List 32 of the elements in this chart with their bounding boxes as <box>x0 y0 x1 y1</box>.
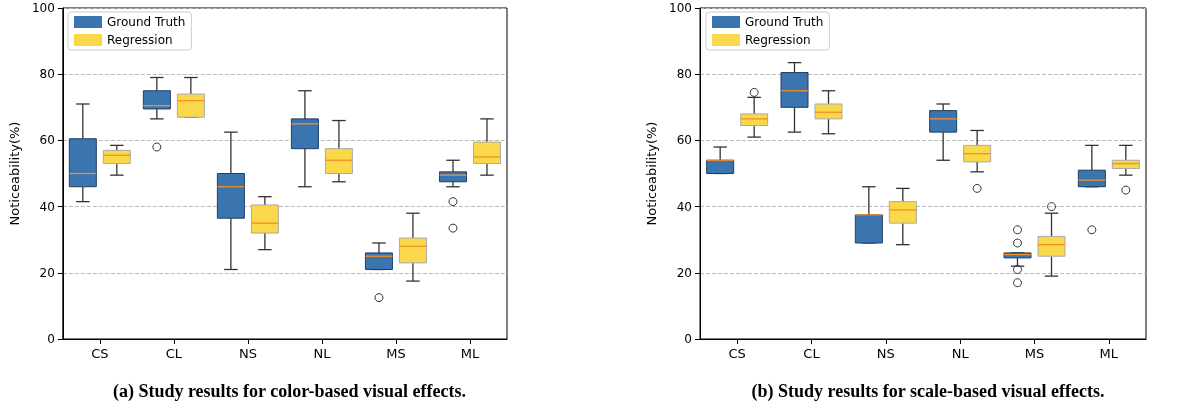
x-tick-label: CL <box>165 346 183 361</box>
x-tick-label: NL <box>951 346 970 361</box>
x-tick-label: CS <box>91 346 109 361</box>
x-tick-label: MS <box>1024 346 1045 361</box>
y-tick-label: 40 <box>676 199 692 214</box>
legend-label: Regression <box>745 33 811 47</box>
y-tick-label: 20 <box>676 265 692 280</box>
y-tick-label: 60 <box>676 133 692 148</box>
x-tick-label: CS <box>728 346 746 361</box>
x-tick-label: NL <box>313 346 332 361</box>
legend-label: Ground Truth <box>745 15 824 29</box>
x-tick-label: ML <box>1099 346 1119 361</box>
x-tick-label: ML <box>460 346 480 361</box>
y-tick-label: 80 <box>676 67 692 82</box>
x-tick-label: CL <box>803 346 821 361</box>
text: (b) Study results for scale-based visual effects. <box>751 381 1105 402</box>
y-axis-title: Noticeability(%) <box>644 121 660 226</box>
x-tick-label: MS <box>386 346 406 361</box>
y-tick-label: 60 <box>39 133 55 148</box>
x-tick-label: NS <box>876 346 895 361</box>
x-tick-label: NS <box>238 346 257 361</box>
y-tick-label: 0 <box>47 332 55 346</box>
legend-label: Regression <box>107 33 173 47</box>
y-tick-label: 100 <box>669 1 692 15</box>
y-tick-label: 40 <box>39 199 55 214</box>
text: (a) Study results for color-based visual effects. <box>112 381 467 402</box>
y-tick-label: 0 <box>684 332 692 346</box>
legend-label: Ground Truth <box>107 15 186 29</box>
y-axis-title: Noticeability(%) <box>7 121 22 226</box>
y-tick-label: 20 <box>39 265 55 280</box>
y-tick-label: 100 <box>31 1 55 15</box>
y-tick-label: 80 <box>39 67 55 82</box>
